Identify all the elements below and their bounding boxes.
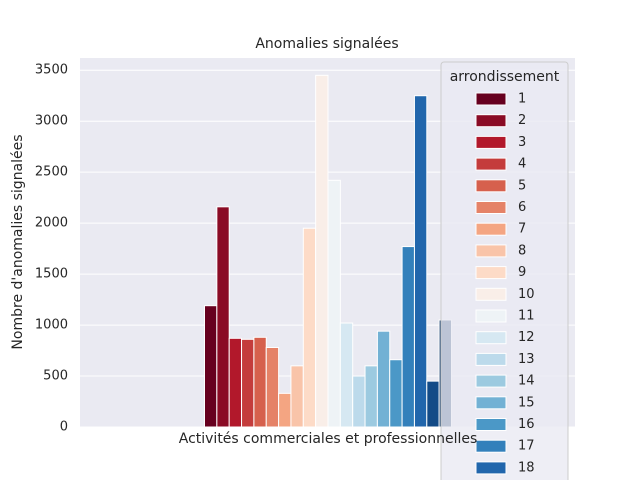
legend-label: 11	[518, 309, 535, 324]
legend-swatch	[475, 418, 507, 431]
bar	[426, 380, 440, 428]
legend-label: 7	[518, 222, 526, 237]
legend-label: 3	[518, 135, 526, 150]
x-tick-label: Activités commerciales et professionnell…	[179, 431, 478, 447]
legend-label: 2	[518, 113, 526, 128]
y-tick-label: 2500	[35, 165, 68, 180]
legend-label: 10	[518, 287, 535, 302]
bar	[265, 346, 280, 428]
bar	[216, 206, 230, 428]
y-tick-label: 3000	[35, 114, 68, 129]
legend-title: arrondissement	[450, 69, 560, 85]
bar	[389, 359, 403, 428]
legend-swatch	[475, 287, 507, 301]
legend-label: 18	[518, 460, 535, 475]
legend-label: 13	[518, 352, 535, 367]
bar	[290, 365, 304, 428]
bar	[228, 337, 243, 428]
bar	[241, 338, 255, 428]
legend-swatch	[475, 266, 507, 280]
bar	[204, 305, 218, 428]
y-tick-label: 500	[43, 369, 68, 384]
legend-label: 6	[518, 200, 526, 215]
bar	[339, 322, 354, 428]
legend-label: 9	[518, 265, 526, 280]
bar	[364, 365, 378, 428]
bar	[413, 95, 428, 428]
bar	[278, 392, 292, 428]
legend-label: 12	[518, 330, 535, 345]
y-tick-label: 1500	[35, 267, 68, 282]
bar	[376, 330, 391, 428]
legend-swatch	[475, 157, 507, 171]
legend-swatch	[475, 396, 507, 410]
legend-swatch	[475, 244, 507, 258]
legend-label: 5	[518, 178, 526, 193]
bar	[352, 375, 366, 428]
legend-swatch	[475, 222, 507, 236]
legend-swatch	[475, 352, 507, 366]
bar	[302, 227, 317, 428]
chart-title: Anomalies signalées	[255, 36, 398, 52]
bar	[327, 179, 341, 428]
legend-swatch	[475, 114, 507, 128]
y-tick-label: 0	[60, 420, 68, 435]
legend-swatch	[475, 201, 507, 214]
legend-swatch	[475, 179, 507, 193]
legend-label: 8	[518, 243, 526, 258]
legend-swatch	[475, 309, 507, 323]
y-tick-label: 3500	[35, 63, 68, 78]
legend-swatch	[475, 135, 507, 149]
legend-swatch	[475, 439, 507, 453]
bar	[401, 246, 415, 428]
bar	[315, 74, 329, 428]
legend-label: 17	[518, 439, 535, 454]
legend-swatch	[475, 331, 507, 345]
legend-label: 15	[518, 395, 535, 410]
y-tick-label: 1000	[35, 318, 68, 333]
legend-swatch	[475, 92, 507, 106]
legend-label: 1	[518, 92, 526, 107]
legend-label: 16	[518, 417, 535, 432]
y-axis-label: Nombre d'anomalies signalées	[10, 134, 26, 349]
legend-swatch	[475, 461, 507, 475]
legend-label: 14	[518, 374, 535, 389]
legend-label: 4	[518, 157, 526, 172]
legend-swatch	[475, 374, 507, 388]
bar	[253, 336, 267, 428]
y-tick-label: 2000	[35, 216, 68, 231]
